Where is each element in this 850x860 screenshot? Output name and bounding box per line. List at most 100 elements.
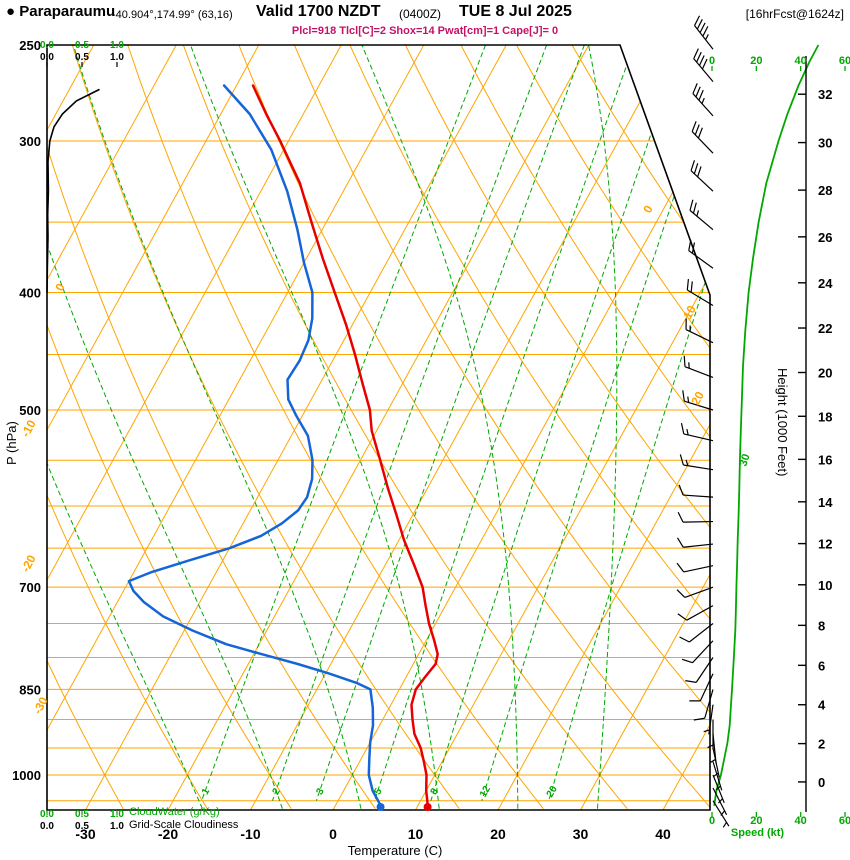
- wind-barb: [693, 689, 714, 721]
- scale-number: 0.0: [40, 821, 54, 832]
- cloudiness-scale-bottom: 0.0 0.5 1.0: [40, 821, 124, 832]
- speed-tick-label: 0: [709, 55, 715, 67]
- wind-barb: [692, 83, 714, 117]
- scale-number: 1.0: [110, 821, 124, 832]
- wind-barb: [688, 239, 714, 269]
- mixing-ratio-label: 8: [429, 786, 442, 797]
- pressure-tick-label: 700: [19, 580, 41, 595]
- pressure-tick-labels: 250 300 400 500 700 850 1000: [12, 38, 41, 783]
- temp-tick-label: 20: [490, 826, 506, 842]
- station-title: ● Paraparaumu: [6, 3, 115, 20]
- wind-barb: [712, 774, 725, 804]
- height-tick-label: 12: [818, 537, 832, 552]
- cloudwater-axis-title: CloudWater (g/Kg): [129, 806, 220, 818]
- pressure-tick-label: 400: [19, 285, 41, 300]
- scale-number: 1.0: [110, 40, 124, 51]
- speed-tick-label: 40: [795, 815, 807, 827]
- scale-ticks: [46, 62, 118, 815]
- dry-adiabat-label: -30: [30, 694, 51, 716]
- wind-barb: [677, 511, 714, 523]
- height-tick-label: 10: [818, 578, 832, 593]
- mixing-ratio-label: 3: [314, 786, 327, 797]
- scale-number: 0.0: [40, 40, 54, 51]
- temperature-axis-title: Temperature (C): [347, 843, 443, 858]
- dry-adiabat-edge-labels: 0 -10 -20 -30: [18, 281, 68, 717]
- speed-axis-title: Speed (kt): [730, 827, 785, 839]
- wind-barb: [693, 48, 714, 82]
- height-tick-label: 26: [818, 230, 832, 245]
- dry-adiabat-label: -10: [18, 417, 39, 439]
- wind-barb: [689, 199, 714, 231]
- wind-barb: [685, 318, 714, 344]
- scale-number: 0.0: [40, 52, 54, 63]
- mixing-ratio-label: 5: [372, 786, 385, 797]
- wind-barb: [703, 704, 714, 735]
- pressure-tick-label: 850: [19, 682, 41, 697]
- height-tick-label: 18: [818, 409, 832, 424]
- height-tick-label: 2: [818, 737, 825, 752]
- speed-tick-label: 20: [750, 55, 762, 67]
- height-tick-label: 32: [818, 87, 832, 102]
- wind-barb: [691, 121, 714, 154]
- skewt-grid: [47, 45, 710, 810]
- scale-number: 0.5: [75, 40, 89, 51]
- mixing-ratio-label: 2: [271, 786, 284, 797]
- station-name: Paraparaumu: [19, 3, 116, 20]
- temp-tick-label: 40: [655, 826, 671, 842]
- station-coords: -40.904°,174.99° (63,16): [112, 9, 233, 21]
- forecast-tag: [16hrFcst@1624z]: [745, 7, 844, 21]
- temp-tick-labels: -30 -20 -10 0 10 20 30 40: [75, 826, 671, 842]
- scale-number: 0.5: [75, 52, 89, 63]
- height-tick-label: 8: [818, 618, 825, 633]
- height-tick-label: 20: [818, 366, 832, 381]
- valid-date: TUE 8 Jul 2025: [459, 3, 572, 20]
- wind-barb: [676, 537, 714, 548]
- valid-time: Valid 1700 NZDT: [256, 3, 381, 20]
- pressure-axis-title: P (hPa): [4, 421, 19, 465]
- wind-barb: [682, 390, 714, 411]
- height-tick-label: 24: [818, 276, 833, 291]
- speed-tick-label: 40: [795, 55, 807, 67]
- station-bullet: ●: [6, 3, 16, 20]
- cloudiness-trace: [46, 88, 100, 293]
- temp-tick-label: 10: [408, 826, 424, 842]
- height-tick-label: 6: [818, 658, 825, 673]
- scale-number: 1.0: [110, 52, 124, 63]
- height-tick-label: 28: [818, 183, 832, 198]
- wind-barb: [707, 719, 714, 750]
- mixing-ratio-label: 1: [200, 786, 213, 797]
- wind-barb: [680, 423, 714, 442]
- height-tick-label: 0: [818, 775, 825, 790]
- cloudiness-scale-top: 0.0 0.5 1.0: [40, 52, 124, 63]
- temp-tick-label: 0: [329, 826, 337, 842]
- wind-barb: [693, 15, 714, 50]
- plot-frame: [46, 44, 711, 811]
- speed-curve-annotation: 30: [737, 453, 752, 468]
- pressure-tick-label: 300: [19, 134, 41, 149]
- pressure-tick-label: 1000: [12, 768, 41, 783]
- dewpoint-trace: [127, 84, 383, 807]
- speed-tick-label: 60: [839, 815, 850, 827]
- wind-barb: [712, 761, 723, 791]
- cloudwater-scale-top: 0.0 0.5 1.0: [40, 40, 124, 51]
- dry-adiabat-label: -20: [18, 552, 39, 574]
- wind-barb: [678, 484, 714, 498]
- wind-barb: [677, 605, 714, 621]
- speed-tick-label: 20: [750, 815, 762, 827]
- speed-tick-label: 0: [709, 815, 715, 827]
- pressure-tick-label: 500: [19, 403, 41, 418]
- wind-speed-curve: [713, 44, 820, 806]
- wind-barb: [686, 279, 714, 307]
- temp-tick-label: -20: [158, 826, 178, 842]
- wind-barb: [683, 355, 714, 378]
- height-tick-label: 14: [818, 495, 833, 510]
- temp-tick-label: -10: [240, 826, 260, 842]
- mixing-ratio-label: 20: [545, 784, 560, 800]
- height-axis-title: Height (1000 Feet): [775, 368, 790, 477]
- wind-barb: [685, 657, 714, 683]
- temp-tick-label: -30: [75, 826, 95, 842]
- mixing-ratio-labels: 1 2 3 5 8 12 20: [200, 784, 560, 800]
- height-tick-label: 22: [818, 321, 832, 336]
